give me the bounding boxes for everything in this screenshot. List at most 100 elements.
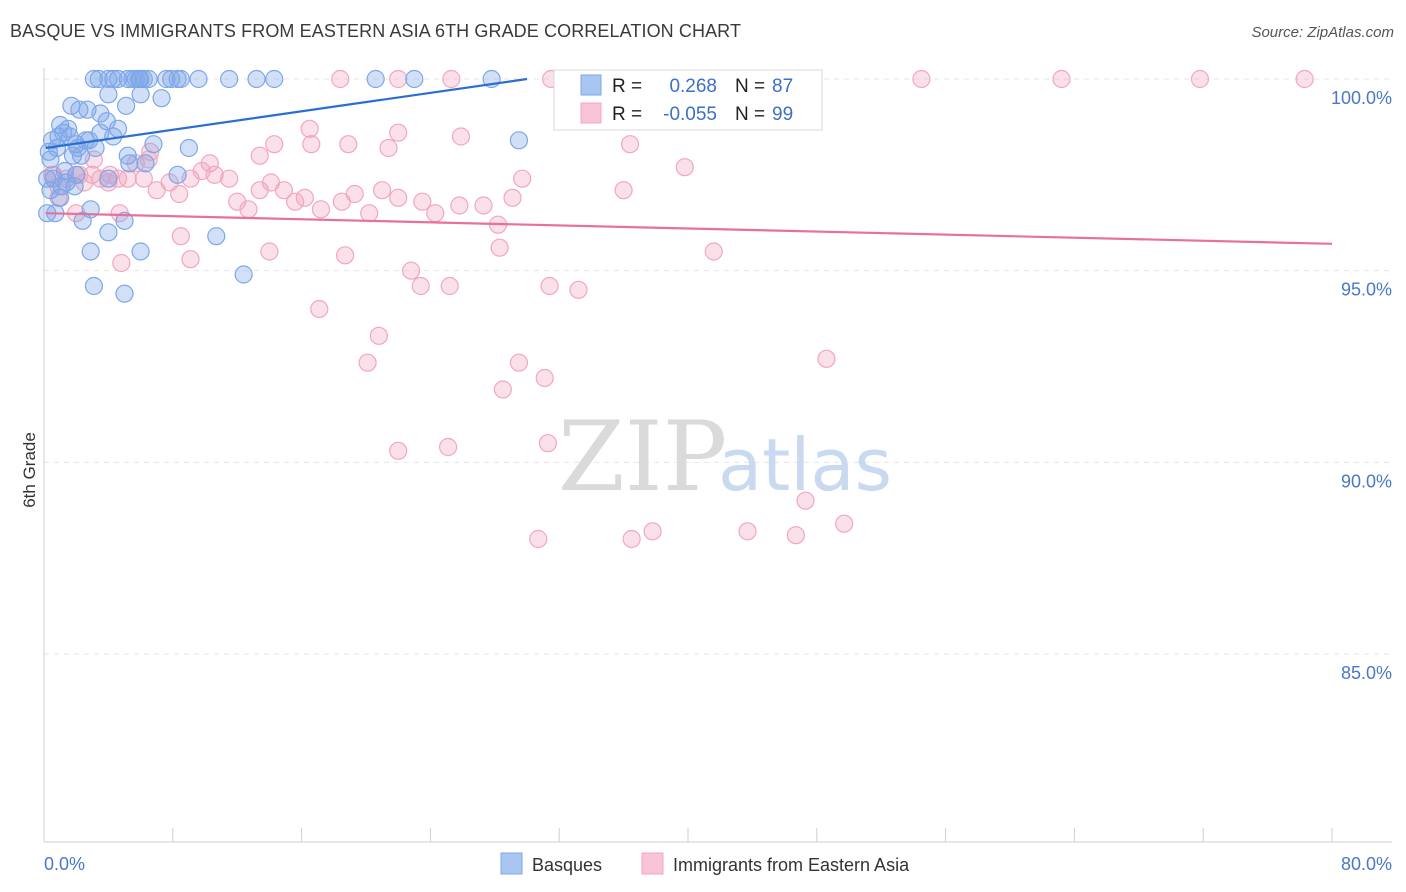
legend: Basques Immigrants from Eastern Asia bbox=[500, 852, 910, 875]
legend-swatch-basques bbox=[500, 852, 523, 875]
immigrants-point-81 bbox=[529, 529, 548, 549]
basques-point-1 bbox=[89, 69, 108, 89]
y-tick-label-3: 100.0% bbox=[1331, 88, 1392, 108]
y-tick-label-0: 85.0% bbox=[1341, 663, 1392, 683]
basques-point-4 bbox=[108, 69, 128, 89]
basques-point-17 bbox=[220, 69, 239, 89]
immigrants-point-74 bbox=[535, 368, 554, 388]
immigrants-point-26 bbox=[205, 165, 224, 184]
y-tick-label-2: 95.0% bbox=[1341, 280, 1392, 300]
immigrants-point-67 bbox=[540, 276, 559, 296]
immigrants-point-66 bbox=[490, 238, 509, 257]
basques-point-63 bbox=[136, 154, 155, 173]
basques-point-59 bbox=[81, 242, 100, 261]
immigrants-point-40 bbox=[389, 188, 408, 207]
series-immigrants-points bbox=[42, 69, 1314, 549]
axes bbox=[43, 68, 1392, 843]
immigrants-point-0 bbox=[331, 69, 350, 89]
stats-r-value-pink: -0.055 bbox=[663, 104, 717, 125]
immigrants-point-42 bbox=[426, 204, 445, 223]
basques-point-75 bbox=[55, 161, 75, 181]
stats-n-value-pink: 99 bbox=[772, 104, 793, 125]
immigrants-point-1 bbox=[389, 69, 408, 89]
immigrants-point-50 bbox=[302, 135, 321, 154]
immigrants-point-19 bbox=[118, 169, 137, 188]
immigrants-point-32 bbox=[274, 181, 293, 200]
immigrants-point-70 bbox=[310, 299, 329, 319]
immigrants-point-53 bbox=[200, 154, 219, 173]
basques-point-68 bbox=[84, 276, 104, 296]
stats-swatch-pink bbox=[580, 102, 602, 124]
basques-point-50 bbox=[120, 154, 139, 173]
immigrants-point-73 bbox=[509, 353, 529, 372]
immigrants-point-68 bbox=[569, 280, 588, 299]
immigrants-point-98 bbox=[112, 253, 131, 273]
basques-point-11 bbox=[139, 69, 158, 89]
immigrants-point-60 bbox=[181, 250, 200, 269]
trend-lines bbox=[45, 77, 1333, 245]
basques-point-79 bbox=[41, 181, 60, 200]
trend-line-basques bbox=[45, 77, 528, 150]
basques-point-71 bbox=[131, 85, 150, 104]
immigrants-point-51 bbox=[265, 135, 284, 154]
stats-n-label-blue: N = bbox=[735, 76, 765, 97]
immigrants-point-65 bbox=[440, 276, 459, 296]
immigrants-point-20 bbox=[134, 169, 153, 188]
immigrants-point-48 bbox=[339, 135, 358, 154]
stats-r-label-pink: R = bbox=[612, 104, 642, 125]
immigrants-point-87 bbox=[620, 135, 640, 154]
immigrants-point-71 bbox=[369, 326, 388, 345]
source-label: Source: ZipAtlas.com bbox=[1251, 24, 1394, 41]
immigrants-point-23 bbox=[170, 184, 189, 204]
immigrants-point-78 bbox=[439, 437, 458, 457]
immigrants-point-64 bbox=[411, 276, 430, 296]
basques-point-60 bbox=[131, 242, 150, 261]
basques-point-18 bbox=[247, 69, 266, 89]
immigrants-point-37 bbox=[345, 184, 364, 204]
basques-point-15 bbox=[171, 69, 190, 89]
trend-line-immigrants bbox=[45, 212, 1333, 245]
watermark: ZIP atlas bbox=[558, 401, 892, 513]
immigrants-point-35 bbox=[311, 200, 331, 219]
basques-point-64 bbox=[168, 165, 187, 184]
basques-point-65 bbox=[179, 138, 198, 158]
immigrants-point-91 bbox=[389, 123, 408, 142]
immigrants-point-75 bbox=[493, 380, 512, 399]
basques-point-28 bbox=[59, 119, 78, 138]
immigrants-point-47 bbox=[513, 169, 532, 188]
immigrants-point-89 bbox=[675, 158, 694, 177]
basques-point-74 bbox=[67, 165, 86, 184]
immigrants-point-27 bbox=[220, 169, 239, 188]
basques-point-49 bbox=[115, 211, 134, 230]
immigrants-point-44 bbox=[474, 196, 493, 215]
legend-swatch-immigrants bbox=[641, 852, 664, 875]
immigrants-point-88 bbox=[614, 181, 633, 200]
immigrants-point-95 bbox=[171, 227, 190, 246]
stats-n-value-blue: 87 bbox=[772, 76, 793, 97]
chart-title: BASQUE VS IMMIGRANTS FROM EASTERN ASIA 6… bbox=[10, 21, 742, 41]
x-tick-label-max: 80.0% bbox=[1341, 854, 1392, 874]
basques-point-58 bbox=[99, 223, 118, 242]
basques-point-53 bbox=[65, 177, 84, 196]
immigrants-point-79 bbox=[389, 441, 408, 460]
basques-point-78 bbox=[144, 135, 163, 154]
immigrants-point-34 bbox=[295, 188, 314, 207]
immigrants-point-9 bbox=[1295, 69, 1314, 89]
basques-point-10 bbox=[134, 69, 153, 89]
immigrants-point-55 bbox=[99, 173, 118, 192]
immigrants-point-83 bbox=[738, 522, 757, 541]
immigrants-point-61 bbox=[260, 242, 279, 261]
basques-point-2 bbox=[99, 69, 118, 89]
stats-r-value-blue: 0.268 bbox=[669, 76, 717, 97]
immigrants-point-80 bbox=[622, 529, 641, 549]
immigrants-point-85 bbox=[796, 491, 815, 510]
immigrants-point-39 bbox=[373, 181, 392, 200]
immigrants-point-52 bbox=[250, 146, 269, 165]
basques-point-62 bbox=[118, 146, 137, 165]
x-tick-labels: 0.0% 80.0% bbox=[44, 854, 1392, 874]
basques-point-80 bbox=[50, 188, 70, 207]
basques-point-72 bbox=[152, 89, 171, 108]
immigrants-point-76 bbox=[817, 349, 836, 368]
basques-point-66 bbox=[207, 227, 226, 246]
immigrants-point-43 bbox=[450, 196, 469, 215]
